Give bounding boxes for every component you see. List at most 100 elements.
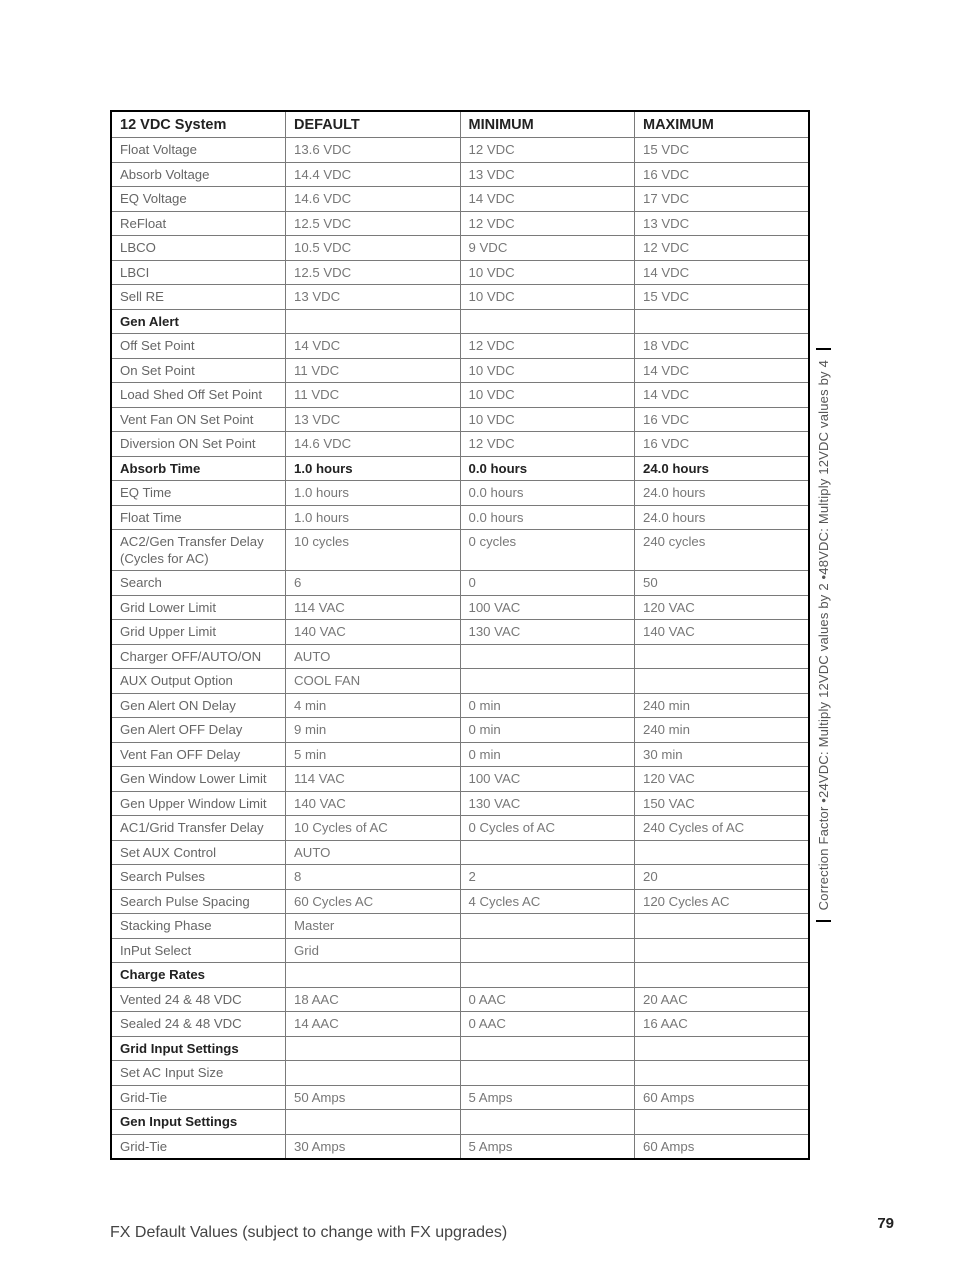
table-cell	[460, 309, 635, 334]
table-row: Grid Input Settings	[111, 1036, 809, 1061]
table-cell: Stacking Phase	[111, 914, 286, 939]
settings-table: 12 VDC System DEFAULT MINIMUM MAXIMUM Fl…	[110, 110, 810, 1160]
table-cell: Diversion ON Set Point	[111, 432, 286, 457]
table-cell: 24.0 hours	[635, 505, 810, 530]
table-row: Float Time1.0 hours0.0 hours24.0 hours	[111, 505, 809, 530]
table-cell: 13 VDC	[635, 211, 810, 236]
table-cell	[286, 1061, 461, 1086]
table-cell: 0 min	[460, 718, 635, 743]
table-cell: AC1/Grid Transfer Delay	[111, 816, 286, 841]
table-row: AC2/Gen Transfer Delay (Cycles for AC)10…	[111, 530, 809, 571]
table-cell: 240 min	[635, 718, 810, 743]
table-cell: Search	[111, 571, 286, 596]
table-cell	[460, 669, 635, 694]
table-cell: AUTO	[286, 840, 461, 865]
table-row: EQ Voltage14.6 VDC14 VDC17 VDC	[111, 187, 809, 212]
table-cell: Vent Fan ON Set Point	[111, 407, 286, 432]
table-cell: LBCO	[111, 236, 286, 261]
table-cell: 130 VAC	[460, 620, 635, 645]
table-cell: 60 Amps	[635, 1134, 810, 1159]
table-cell	[635, 914, 810, 939]
table-row: Gen Alert	[111, 309, 809, 334]
table-cell: 240 cycles	[635, 530, 810, 571]
table-cell: 1.0 hours	[286, 456, 461, 481]
table-cell: 30 Amps	[286, 1134, 461, 1159]
table-row: Set AC Input Size	[111, 1061, 809, 1086]
table-cell: Grid Upper Limit	[111, 620, 286, 645]
table-cell: 10 VDC	[460, 407, 635, 432]
table-cell	[460, 938, 635, 963]
table-cell: 0 cycles	[460, 530, 635, 571]
table-cell: 10 VDC	[460, 285, 635, 310]
table-cell: Master	[286, 914, 461, 939]
table-cell: 140 VAC	[286, 791, 461, 816]
table-cell: 16 VDC	[635, 162, 810, 187]
table-cell: On Set Point	[111, 358, 286, 383]
table-cell: 1.0 hours	[286, 481, 461, 506]
table-cell	[635, 644, 810, 669]
table-cell: 0 AAC	[460, 1012, 635, 1037]
table-cell	[460, 963, 635, 988]
table-cell	[460, 644, 635, 669]
table-cell: 240 Cycles of AC	[635, 816, 810, 841]
table-cell: 10.5 VDC	[286, 236, 461, 261]
col-minimum: MINIMUM	[460, 111, 635, 138]
table-row: Sealed 24 & 48 VDC14 AAC0 AAC16 AAC	[111, 1012, 809, 1037]
table-cell: 20	[635, 865, 810, 890]
table-cell: 14.6 VDC	[286, 432, 461, 457]
table-row: Search6050	[111, 571, 809, 596]
table-cell	[286, 963, 461, 988]
table-cell: 13 VDC	[286, 285, 461, 310]
table-cell: Gen Upper Window Limit	[111, 791, 286, 816]
table-cell	[460, 914, 635, 939]
table-cell: 0.0 hours	[460, 456, 635, 481]
table-cell	[635, 1036, 810, 1061]
table-cell: COOL FAN	[286, 669, 461, 694]
table-cell: 12.5 VDC	[286, 211, 461, 236]
table-cell: 24.0 hours	[635, 481, 810, 506]
table-row: On Set Point11 VDC10 VDC14 VDC	[111, 358, 809, 383]
table-cell	[460, 1061, 635, 1086]
table-cell	[635, 309, 810, 334]
table-row: Gen Alert ON Delay4 min0 min240 min	[111, 693, 809, 718]
table-row: Grid Lower Limit114 VAC100 VAC120 VAC	[111, 595, 809, 620]
table-cell: 11 VDC	[286, 358, 461, 383]
table-cell: 10 cycles	[286, 530, 461, 571]
table-cell: Gen Alert	[111, 309, 286, 334]
table-cell: Sell RE	[111, 285, 286, 310]
table-cell: 12 VDC	[460, 138, 635, 163]
table-cell: Gen Alert OFF Delay	[111, 718, 286, 743]
table-row: EQ Time1.0 hours0.0 hours24.0 hours	[111, 481, 809, 506]
table-row: Sell RE13 VDC10 VDC15 VDC	[111, 285, 809, 310]
table-cell: 240 min	[635, 693, 810, 718]
table-cell: 0.0 hours	[460, 481, 635, 506]
table-cell: LBCI	[111, 260, 286, 285]
table-row: LBCI12.5 VDC10 VDC14 VDC	[111, 260, 809, 285]
table-cell: 18 AAC	[286, 987, 461, 1012]
table-cell: 14 VDC	[635, 260, 810, 285]
table-row: Vent Fan OFF Delay5 min0 min30 min	[111, 742, 809, 767]
table-cell: Grid	[286, 938, 461, 963]
table-cell: ReFloat	[111, 211, 286, 236]
table-cell: Grid Input Settings	[111, 1036, 286, 1061]
table-cell: 14.4 VDC	[286, 162, 461, 187]
table-cell	[635, 1061, 810, 1086]
table-cell	[635, 840, 810, 865]
table-cell: 13 VDC	[460, 162, 635, 187]
table-cell: 114 VAC	[286, 767, 461, 792]
table-cell: AUTO	[286, 644, 461, 669]
table-cell	[460, 1110, 635, 1135]
table-cell: 0	[460, 571, 635, 596]
table-row: Absorb Time1.0 hours0.0 hours24.0 hours	[111, 456, 809, 481]
table-row: ReFloat12.5 VDC12 VDC13 VDC	[111, 211, 809, 236]
table-row: Charger OFF/AUTO/ONAUTO	[111, 644, 809, 669]
table-row: Search Pulse Spacing60 Cycles AC4 Cycles…	[111, 889, 809, 914]
table-cell: Vent Fan OFF Delay	[111, 742, 286, 767]
table-row: Gen Upper Window Limit140 VAC130 VAC150 …	[111, 791, 809, 816]
table-cell	[635, 963, 810, 988]
table-cell: 120 VAC	[635, 767, 810, 792]
table-row: Gen Alert OFF Delay9 min0 min240 min	[111, 718, 809, 743]
table-cell: 120 VAC	[635, 595, 810, 620]
table-cell: Set AUX Control	[111, 840, 286, 865]
table-cell: Charger OFF/AUTO/ON	[111, 644, 286, 669]
